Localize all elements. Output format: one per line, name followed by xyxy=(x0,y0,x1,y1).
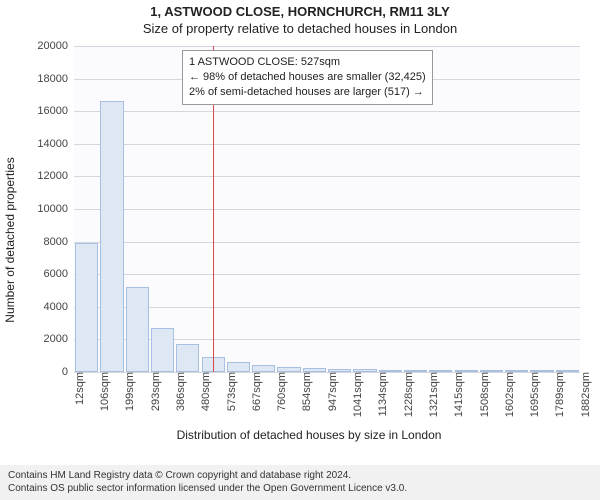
x-tick-label: 1508sqm xyxy=(475,372,491,417)
y-gridline xyxy=(74,111,580,112)
page-subtitle: Size of property relative to detached ho… xyxy=(0,19,600,36)
x-tick-label: 947sqm xyxy=(323,372,339,411)
x-tick-label: 1602sqm xyxy=(500,372,516,417)
annotation-line: ← 98% of detached houses are smaller (32… xyxy=(189,70,426,85)
y-gridline xyxy=(74,339,580,340)
y-tick-label: 8000 xyxy=(44,236,74,248)
y-gridline xyxy=(74,307,580,308)
y-tick-label: 18000 xyxy=(37,73,74,85)
histogram-bar xyxy=(252,365,275,372)
histogram-bar xyxy=(100,101,123,372)
histogram-bar xyxy=(126,287,149,372)
histogram-bar xyxy=(151,328,174,372)
y-gridline xyxy=(74,274,580,275)
x-tick-label: 1321sqm xyxy=(424,372,440,417)
y-gridline xyxy=(74,176,580,177)
x-tick-label: 573sqm xyxy=(222,372,238,411)
x-tick-label: 1228sqm xyxy=(399,372,415,417)
x-tick-label: 106sqm xyxy=(95,372,111,411)
attribution-line: Contains HM Land Registry data © Crown c… xyxy=(8,470,592,483)
histogram-bar xyxy=(75,243,98,372)
y-tick-label: 20000 xyxy=(37,40,74,52)
y-tick-label: 6000 xyxy=(44,268,74,280)
x-tick-label: 854sqm xyxy=(297,372,313,411)
x-tick-label: 1789sqm xyxy=(550,372,566,417)
y-tick-label: 16000 xyxy=(37,105,74,117)
x-tick-label: 480sqm xyxy=(196,372,212,411)
chart-container: Number of detached properties 0200040006… xyxy=(28,40,590,440)
y-gridline xyxy=(74,242,580,243)
x-tick-label: 1041sqm xyxy=(348,372,364,417)
page-title: 1, ASTWOOD CLOSE, HORNCHURCH, RM11 3LY xyxy=(0,0,600,19)
x-tick-label: 12sqm xyxy=(70,372,86,405)
y-tick-label: 4000 xyxy=(44,301,74,313)
x-tick-label: 293sqm xyxy=(146,372,162,411)
attribution-line: Contains OS public sector information li… xyxy=(8,483,592,496)
histogram-bar xyxy=(176,344,199,372)
x-axis-label: Distribution of detached houses by size … xyxy=(177,428,442,442)
annotation-line: 2% of semi-detached houses are larger (5… xyxy=(189,85,426,100)
y-gridline xyxy=(74,46,580,47)
y-gridline xyxy=(74,209,580,210)
x-tick-label: 1415sqm xyxy=(449,372,465,417)
y-tick-label: 10000 xyxy=(37,203,74,215)
x-tick-label: 386sqm xyxy=(171,372,187,411)
y-axis-label: Number of detached properties xyxy=(3,157,17,322)
x-tick-label: 199sqm xyxy=(120,372,136,411)
y-tick-label: 12000 xyxy=(37,170,74,182)
x-tick-label: 760sqm xyxy=(272,372,288,411)
histogram-bar xyxy=(227,362,250,372)
annotation-box: 1 ASTWOOD CLOSE: 527sqm ← 98% of detache… xyxy=(182,50,433,105)
y-gridline xyxy=(74,144,580,145)
y-tick-label: 14000 xyxy=(37,138,74,150)
y-tick-label: 2000 xyxy=(44,333,74,345)
attribution-footer: Contains HM Land Registry data © Crown c… xyxy=(0,465,600,500)
x-tick-label: 1695sqm xyxy=(525,372,541,417)
x-tick-label: 1882sqm xyxy=(576,372,592,417)
plot-area: 0200040006000800010000120001400016000180… xyxy=(74,46,580,372)
annotation-line: 1 ASTWOOD CLOSE: 527sqm xyxy=(189,55,426,70)
x-tick-label: 667sqm xyxy=(247,372,263,411)
x-tick-label: 1134sqm xyxy=(373,372,389,416)
